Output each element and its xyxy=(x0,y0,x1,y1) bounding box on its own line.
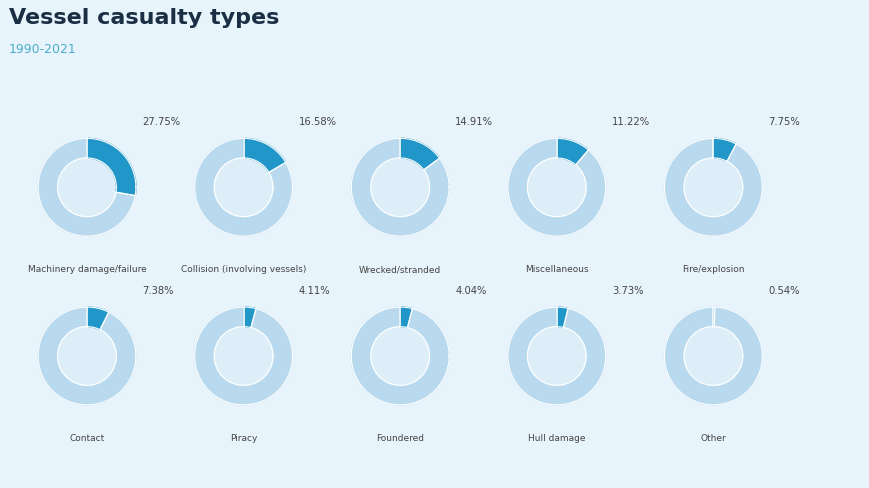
Polygon shape xyxy=(713,307,714,327)
Polygon shape xyxy=(556,307,567,328)
Polygon shape xyxy=(400,139,439,170)
Text: 1990-2021: 1990-2021 xyxy=(9,42,76,56)
Polygon shape xyxy=(87,307,109,330)
Polygon shape xyxy=(38,307,136,405)
Polygon shape xyxy=(683,159,742,217)
Polygon shape xyxy=(351,139,448,237)
Polygon shape xyxy=(683,327,742,386)
Polygon shape xyxy=(57,327,116,386)
Polygon shape xyxy=(351,307,448,405)
Polygon shape xyxy=(527,159,586,217)
Text: Foundered: Foundered xyxy=(375,433,424,442)
Polygon shape xyxy=(243,139,286,173)
Text: Machinery damage/failure: Machinery damage/failure xyxy=(28,264,146,273)
Text: Contact: Contact xyxy=(70,433,104,442)
Polygon shape xyxy=(195,307,292,405)
Text: Fire/explosion: Fire/explosion xyxy=(681,264,744,273)
Polygon shape xyxy=(214,327,273,386)
Polygon shape xyxy=(87,139,136,196)
Text: 27.75%: 27.75% xyxy=(142,117,180,127)
Text: 7.38%: 7.38% xyxy=(142,285,173,295)
Polygon shape xyxy=(400,307,412,328)
Polygon shape xyxy=(507,139,605,237)
Polygon shape xyxy=(507,307,605,405)
Polygon shape xyxy=(556,139,587,165)
Polygon shape xyxy=(243,307,255,328)
Polygon shape xyxy=(664,139,761,237)
Text: 0.54%: 0.54% xyxy=(767,285,799,295)
Polygon shape xyxy=(370,159,429,217)
Text: Collision (involving vessels): Collision (involving vessels) xyxy=(181,264,306,273)
Polygon shape xyxy=(664,307,761,405)
Text: 11.22%: 11.22% xyxy=(611,117,649,127)
Polygon shape xyxy=(370,327,429,386)
Polygon shape xyxy=(38,139,136,237)
Text: 7.75%: 7.75% xyxy=(767,117,799,127)
Text: 4.11%: 4.11% xyxy=(298,285,330,295)
Text: 14.91%: 14.91% xyxy=(454,117,493,127)
Text: Hull damage: Hull damage xyxy=(527,433,585,442)
Text: 16.58%: 16.58% xyxy=(298,117,336,127)
Text: Wrecked/stranded: Wrecked/stranded xyxy=(359,264,441,273)
Text: Vessel casualty types: Vessel casualty types xyxy=(9,8,279,27)
Polygon shape xyxy=(214,159,273,217)
Polygon shape xyxy=(57,159,116,217)
Polygon shape xyxy=(527,327,586,386)
Polygon shape xyxy=(713,139,735,162)
Text: Other: Other xyxy=(700,433,726,442)
Text: Piracy: Piracy xyxy=(229,433,257,442)
Polygon shape xyxy=(195,139,292,237)
Text: Miscellaneous: Miscellaneous xyxy=(524,264,588,273)
Text: 3.73%: 3.73% xyxy=(611,285,642,295)
Text: 4.04%: 4.04% xyxy=(454,285,486,295)
